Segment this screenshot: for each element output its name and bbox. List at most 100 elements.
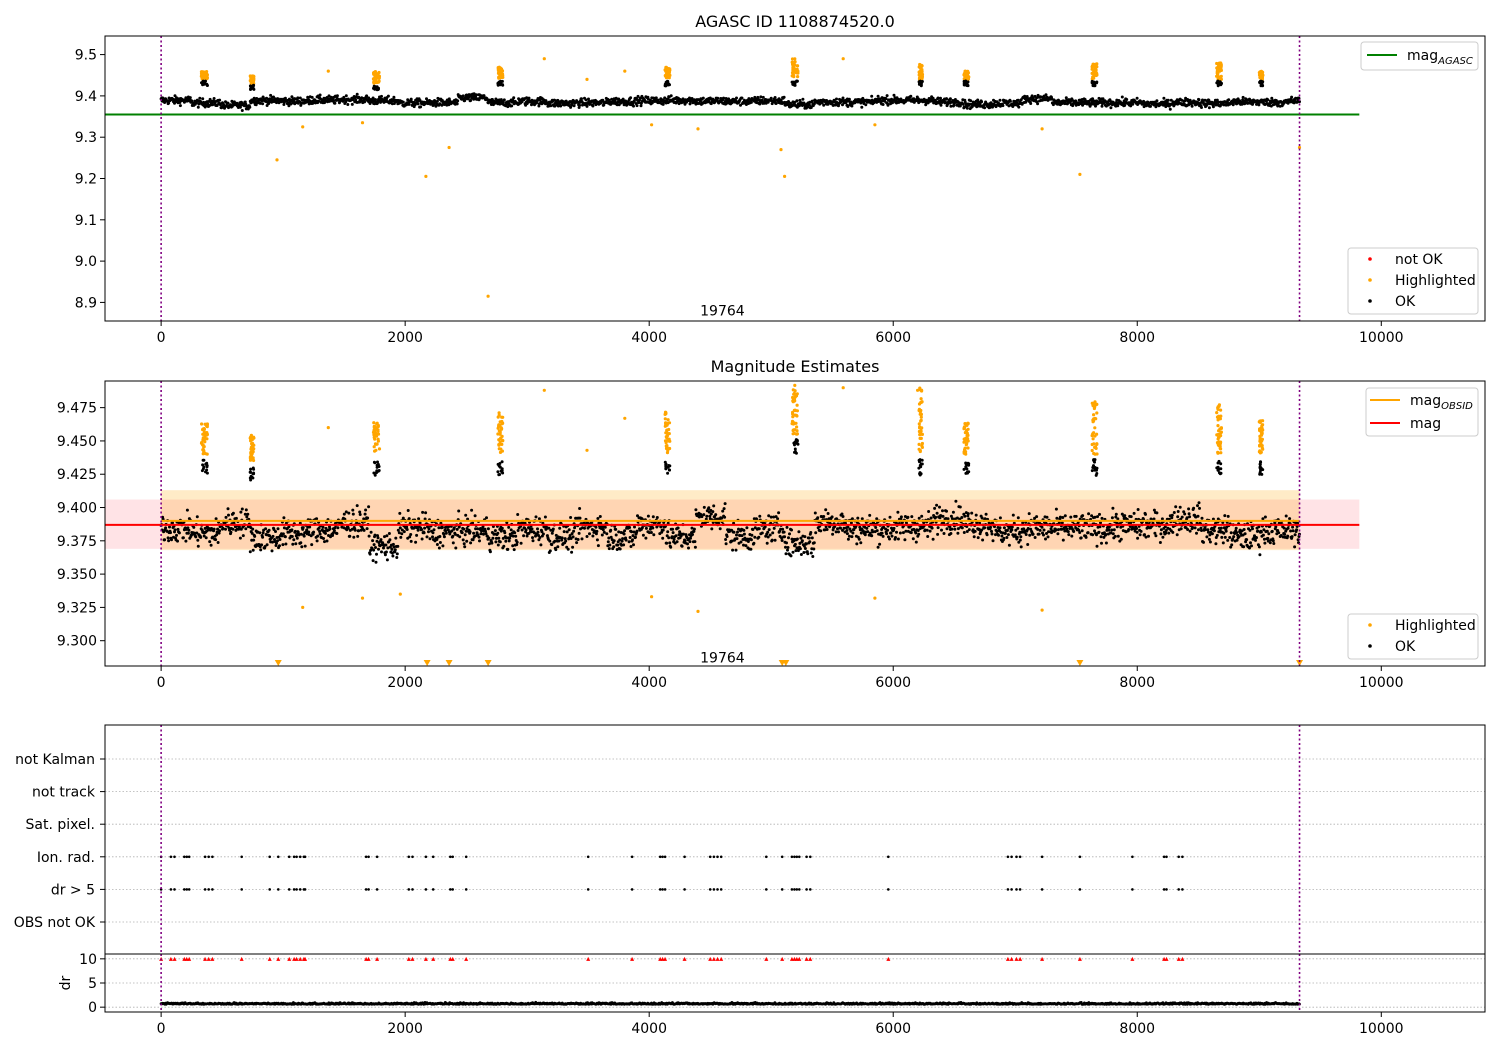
ok-data-point xyxy=(680,544,684,548)
ok-data-point xyxy=(966,512,970,516)
ok-data-point xyxy=(243,100,247,104)
ok-data-point xyxy=(1091,533,1095,537)
ok-data-point xyxy=(651,526,655,530)
ok-data-point xyxy=(1019,545,1023,549)
ok-data-point xyxy=(1055,516,1059,520)
ok-data-point xyxy=(632,543,635,547)
ok-data-point xyxy=(415,533,419,537)
ok-data-point xyxy=(539,543,543,547)
ok-data-point xyxy=(461,538,465,542)
ok-data-point xyxy=(192,525,196,529)
ok-data-point xyxy=(1107,528,1111,532)
ok-data-point xyxy=(377,547,380,551)
ok-data-point xyxy=(1111,532,1115,536)
ok-data-point xyxy=(399,535,403,539)
ok-data-point xyxy=(1036,102,1040,106)
ok-data-point xyxy=(369,530,373,534)
x-tick-label: 4000 xyxy=(631,330,667,346)
ok-data-point xyxy=(980,516,984,520)
ok-data-point xyxy=(782,530,786,534)
ok-data-point xyxy=(710,527,714,531)
ok-data-point xyxy=(824,508,828,512)
ok-data-point xyxy=(945,509,948,513)
ok-data-point xyxy=(963,82,967,86)
ok-data-point xyxy=(712,504,716,508)
ok-data-point xyxy=(312,530,316,534)
ok-data-point xyxy=(847,97,851,101)
ok-data-point xyxy=(455,102,459,106)
ok-data-point xyxy=(1061,516,1065,519)
ok-data-point xyxy=(208,540,212,544)
ok-data-point xyxy=(587,97,590,101)
ok-data-point xyxy=(800,539,804,543)
ok-data-point xyxy=(534,515,538,519)
ok-data-point xyxy=(187,528,191,532)
ok-data-point xyxy=(654,96,658,100)
ok-data-point xyxy=(504,539,508,543)
ok-data-point xyxy=(731,548,735,552)
ok-data-point xyxy=(371,559,375,563)
y-tick-label: 9.5 xyxy=(75,48,97,64)
ok-data-point xyxy=(241,534,245,538)
ok-data-point xyxy=(423,526,427,530)
ok-data-point xyxy=(1095,544,1099,548)
ok-data-point xyxy=(420,528,424,531)
ok-data-point xyxy=(781,527,785,531)
ok-data-point xyxy=(456,99,460,103)
ok-data-point xyxy=(240,507,244,511)
ok-data-point xyxy=(1260,80,1264,84)
ok-data-point xyxy=(374,560,378,564)
ok-data-point xyxy=(570,550,574,554)
ok-data-point xyxy=(287,104,291,108)
ok-data-point xyxy=(1164,531,1168,535)
ok-data-point xyxy=(385,558,389,562)
ok-data-point xyxy=(856,516,860,520)
ok-data-point xyxy=(375,552,378,556)
highlighted-outlier-point xyxy=(1040,127,1044,131)
ok-data-point xyxy=(859,101,863,105)
ok-data-point xyxy=(809,531,813,534)
ok-data-point xyxy=(286,101,290,105)
ok-data-point xyxy=(595,529,599,533)
ok-data-point xyxy=(198,96,202,100)
ok-data-point xyxy=(224,527,227,531)
ok-data-point xyxy=(336,526,340,530)
ok-data-point xyxy=(791,550,795,554)
ok-data-point xyxy=(512,548,516,552)
ok-data-point xyxy=(409,97,413,101)
top-plot-frame xyxy=(104,35,1486,322)
ok-data-point xyxy=(668,541,672,545)
ok-data-point xyxy=(367,505,371,509)
ok-data-point xyxy=(1129,515,1133,519)
ok-data-point xyxy=(687,546,690,550)
ok-data-point xyxy=(365,527,369,531)
ok-data-point xyxy=(291,542,295,546)
ok-data-point xyxy=(632,530,636,534)
ok-data-point xyxy=(958,505,962,509)
ok-data-point xyxy=(537,104,541,108)
ok-data-point xyxy=(788,532,791,536)
ok-data-point xyxy=(569,105,573,109)
ok-data-point xyxy=(214,517,218,521)
ok-data-point xyxy=(427,527,431,531)
ok-data-point xyxy=(694,508,698,512)
ok-data-point xyxy=(302,534,306,538)
ok-data-point xyxy=(283,96,287,100)
highlighted-outlier-point xyxy=(783,174,787,178)
ok-data-point xyxy=(674,534,678,538)
ok-data-point xyxy=(1002,536,1006,540)
ok-data-point xyxy=(368,552,372,556)
ok-data-point xyxy=(608,543,612,547)
ok-data-point xyxy=(811,555,815,558)
ok-data-point xyxy=(363,100,367,104)
ok-data-point xyxy=(438,535,442,538)
ok-data-point xyxy=(962,531,966,534)
highlighted-data-point xyxy=(1219,76,1223,80)
ok-data-point xyxy=(409,533,413,536)
ok-data-point xyxy=(686,542,689,546)
ok-data-point xyxy=(437,546,441,550)
ok-data-point xyxy=(325,539,329,543)
ok-data-point xyxy=(431,535,434,539)
ok-data-point xyxy=(780,539,784,542)
ok-data-point xyxy=(283,535,287,539)
